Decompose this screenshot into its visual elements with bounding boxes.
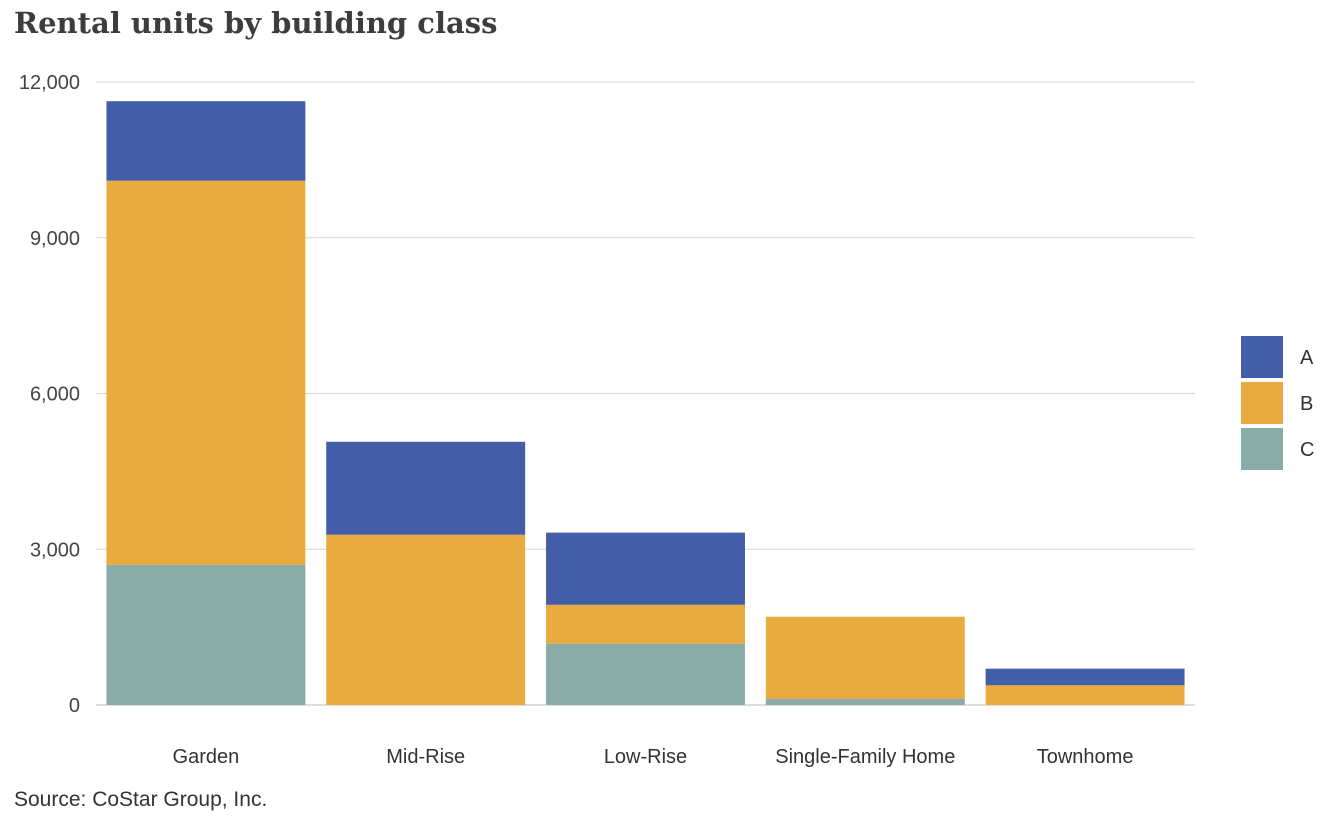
bar-segment-b-3 — [765, 616, 965, 699]
bar-segment-a-2 — [546, 532, 745, 605]
legend-label-b: B — [1300, 393, 1313, 415]
x-category-label: Townhome — [1037, 746, 1134, 768]
chart-title: Rental units by building class — [14, 6, 498, 40]
bar-segment-b-0 — [106, 180, 306, 565]
bar-segment-b-4 — [985, 685, 1185, 705]
legend-label-c: C — [1300, 439, 1314, 461]
bars — [106, 101, 1185, 705]
bar-segment-c-0 — [106, 564, 306, 705]
x-axis-categories: Garden Mid-Rise Low-Rise Single-Family Home… — [173, 746, 1134, 768]
y-tick-label: 3,000 — [30, 539, 80, 561]
legend-swatch-b — [1241, 382, 1283, 424]
y-tick-label: 12,000 — [19, 72, 80, 94]
bar-segment-a-1 — [326, 441, 526, 535]
bar-segment-c-2 — [546, 643, 745, 705]
bar-segment-a-4 — [985, 668, 1185, 686]
legend-label-a: A — [1300, 347, 1314, 369]
x-category-label: Single-Family Home — [775, 746, 955, 768]
y-tick-label: 0 — [69, 695, 80, 717]
bar-segment-b-1 — [326, 534, 526, 705]
y-tick-label: 9,000 — [30, 228, 80, 250]
source-note: Source: CoStar Group, Inc. — [14, 788, 268, 811]
y-axis-ticks: 0 3,000 6,000 9,000 12,000 — [19, 72, 80, 717]
x-category-label: Mid-Rise — [386, 746, 465, 768]
bar-segment-c-3 — [765, 698, 965, 705]
x-category-label: Garden — [173, 746, 240, 768]
bar-segment-a-0 — [106, 101, 306, 181]
legend: A B C — [1241, 336, 1314, 470]
y-tick-label: 6,000 — [30, 384, 80, 406]
bar-segment-b-2 — [546, 604, 745, 644]
legend-swatch-c — [1241, 428, 1283, 470]
x-category-label: Low-Rise — [604, 746, 687, 768]
legend-swatch-a — [1241, 336, 1283, 378]
